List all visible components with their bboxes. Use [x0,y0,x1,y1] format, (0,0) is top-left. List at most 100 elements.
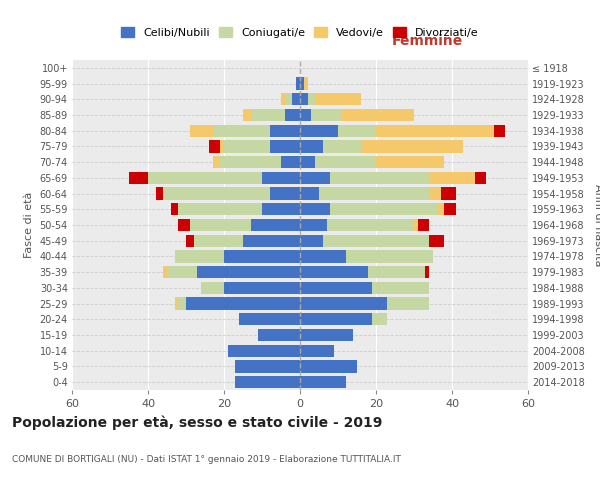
Bar [300,298,388,310]
Bar [304,78,308,90]
Bar [323,234,429,247]
Bar [300,78,304,90]
Bar [300,140,323,152]
Bar [300,219,326,231]
Bar [300,266,368,278]
Bar [300,156,315,168]
Bar [224,250,300,262]
Bar [194,234,243,247]
Bar [331,203,437,215]
Bar [368,266,425,278]
Bar [300,203,331,215]
Bar [323,140,361,152]
Text: Femmine: Femmine [392,34,463,48]
Bar [167,266,197,278]
Bar [212,124,269,137]
Text: COMUNE DI BORTIGALI (NU) - Dati ISTAT 1° gennaio 2019 - Elaborazione TUTTITALIA.: COMUNE DI BORTIGALI (NU) - Dati ISTAT 1°… [12,455,401,464]
Bar [319,188,429,200]
Bar [178,298,186,310]
Bar [300,313,372,326]
Bar [300,360,357,372]
Bar [212,156,220,168]
Bar [342,109,414,121]
Bar [269,124,300,137]
Bar [475,172,486,184]
Bar [440,188,456,200]
Bar [414,219,418,231]
Bar [285,109,300,121]
Bar [300,188,319,200]
Bar [243,234,300,247]
Text: Popolazione per età, sesso e stato civile - 2019: Popolazione per età, sesso e stato civil… [12,415,382,430]
Bar [235,360,300,372]
Bar [300,329,353,341]
Bar [361,140,463,152]
Bar [224,282,300,294]
Bar [437,203,445,215]
Bar [300,344,334,357]
Bar [243,109,251,121]
Bar [311,109,342,121]
Bar [197,266,300,278]
Bar [239,313,300,326]
Bar [228,344,300,357]
Bar [300,282,372,294]
Bar [163,266,167,278]
Bar [300,250,346,262]
Bar [346,250,433,262]
Bar [258,329,300,341]
Bar [220,140,224,152]
Bar [129,172,148,184]
Bar [494,124,505,137]
Bar [190,124,212,137]
Bar [372,282,429,294]
Bar [186,234,194,247]
Bar [300,172,331,184]
Bar [186,298,300,310]
Bar [175,298,178,310]
Bar [300,124,338,137]
Bar [331,172,429,184]
Y-axis label: Fasce di età: Fasce di età [24,192,34,258]
Bar [315,93,361,106]
Bar [220,156,281,168]
Bar [155,188,163,200]
Bar [281,156,300,168]
Bar [163,188,269,200]
Bar [235,376,300,388]
Bar [262,172,300,184]
Bar [300,234,323,247]
Bar [148,172,262,184]
Bar [300,93,308,106]
Bar [296,78,300,90]
Bar [262,203,300,215]
Bar [190,219,251,231]
Bar [300,109,311,121]
Bar [429,172,475,184]
Legend: Celibi/Nubili, Coniugati/e, Vedovi/e, Divorziati/e: Celibi/Nubili, Coniugati/e, Vedovi/e, Di… [117,22,483,42]
Bar [425,266,429,278]
Bar [269,188,300,200]
Bar [209,140,220,152]
Bar [251,219,300,231]
Bar [175,250,224,262]
Bar [376,156,445,168]
Bar [338,124,376,137]
Y-axis label: Anni di nascita: Anni di nascita [593,184,600,266]
Bar [281,93,285,106]
Bar [269,140,300,152]
Bar [445,203,456,215]
Bar [224,140,269,152]
Bar [251,109,285,121]
Bar [201,282,224,294]
Bar [429,188,440,200]
Bar [388,298,429,310]
Bar [178,203,262,215]
Bar [308,93,315,106]
Bar [418,219,429,231]
Bar [300,376,346,388]
Bar [429,234,445,247]
Bar [285,93,292,106]
Bar [315,156,376,168]
Bar [171,203,178,215]
